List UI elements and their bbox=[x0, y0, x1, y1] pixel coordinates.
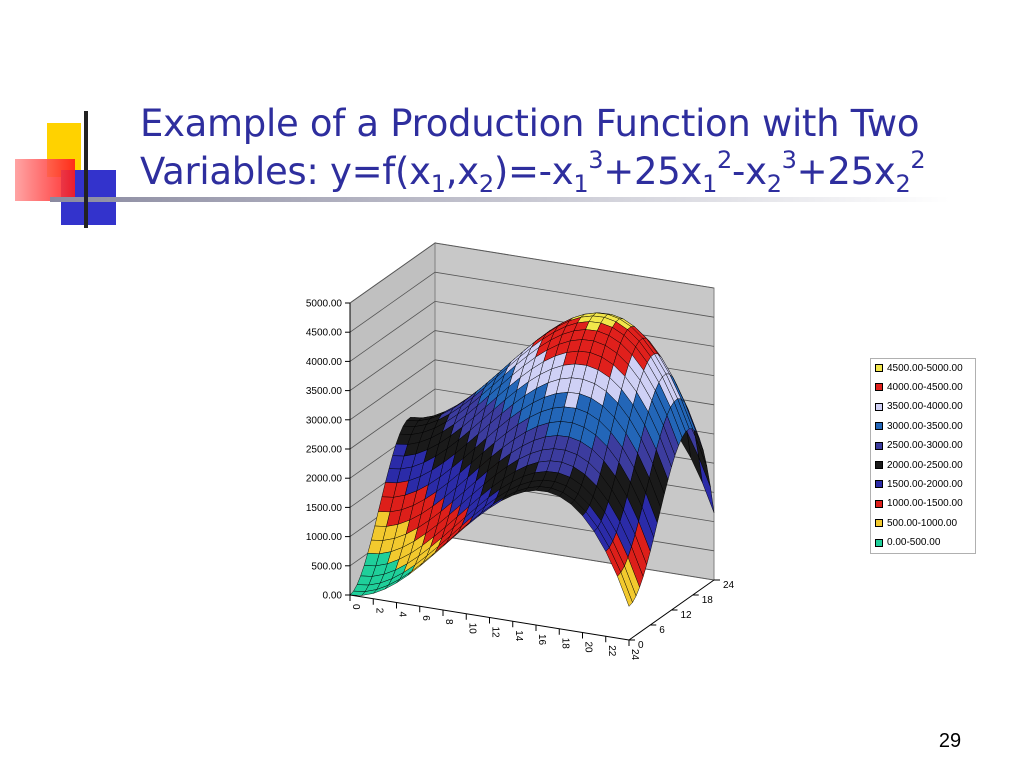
legend-item: 4500.00-5000.00 bbox=[875, 359, 963, 377]
x2-axis: 0 6 12 18 24 bbox=[628, 579, 735, 651]
chart-legend: 4500.00-5000.00 4000.00-4500.00 3500.00-40… bbox=[870, 358, 976, 554]
x2-tick-label: 6 bbox=[659, 625, 665, 636]
legend-swatch bbox=[875, 499, 883, 508]
legend-swatch bbox=[875, 480, 883, 489]
legend-label: 2000.00-2500.00 bbox=[887, 459, 963, 471]
z-tick-label: 2500.00 bbox=[306, 445, 343, 456]
legend-swatch bbox=[875, 538, 883, 547]
x1-tick-label: 8 bbox=[443, 619, 454, 625]
legend-item: 1000.00-1500.00 bbox=[875, 495, 963, 513]
legend-item: 0.00-500.00 bbox=[875, 534, 940, 552]
z-tick-label: 2000.00 bbox=[306, 474, 343, 485]
surface bbox=[349, 312, 715, 607]
x1-tick-label: 12 bbox=[490, 627, 501, 639]
horizontal-rule bbox=[50, 197, 950, 202]
legend-label: 2500.00-3000.00 bbox=[887, 440, 963, 452]
legend-swatch bbox=[875, 402, 883, 411]
x1-tick-label: 20 bbox=[583, 642, 594, 654]
z-tick-label: 5000.00 bbox=[306, 299, 343, 310]
legend-swatch bbox=[875, 383, 883, 392]
x2-tick-label: 24 bbox=[723, 580, 735, 591]
z-tick-label: 3500.00 bbox=[306, 386, 343, 397]
page-number: 29 bbox=[938, 730, 962, 752]
x1-tick-label: 14 bbox=[513, 630, 524, 642]
x1-tick-label: 24 bbox=[629, 649, 640, 661]
legend-item: 2000.00-2500.00 bbox=[875, 456, 963, 474]
x1-tick-label: 22 bbox=[606, 645, 617, 657]
legend-label: 1500.00-2000.00 bbox=[887, 478, 963, 490]
legend-label: 1000.00-1500.00 bbox=[887, 498, 963, 510]
legend-item: 2500.00-3000.00 bbox=[875, 437, 963, 455]
legend-item: 4000.00-4500.00 bbox=[875, 378, 963, 396]
legend-swatch bbox=[875, 364, 883, 372]
legend-item: 3000.00-3500.00 bbox=[875, 417, 963, 435]
x2-tick-label: 12 bbox=[681, 610, 693, 621]
z-tick-label: 1000.00 bbox=[306, 532, 343, 543]
gridline bbox=[349, 242, 715, 304]
legend-label: 3500.00-4000.00 bbox=[887, 401, 963, 413]
z-tick-label: 0.00 bbox=[323, 591, 343, 602]
x1-tick-label: 0 bbox=[350, 604, 361, 610]
x1-tick-label: 2 bbox=[373, 608, 384, 614]
x1-tick-label: 18 bbox=[559, 638, 570, 650]
red-square bbox=[15, 159, 75, 201]
legend-swatch bbox=[875, 422, 883, 431]
legend-label: 4500.00-5000.00 bbox=[887, 362, 963, 374]
slide-title: Example of a Production Function with Tw… bbox=[140, 102, 926, 198]
x1-tick-label: 10 bbox=[466, 623, 477, 635]
legend-label: 0.00-500.00 bbox=[887, 537, 941, 549]
z-tick-label: 4000.00 bbox=[306, 357, 343, 368]
vertical-rule bbox=[84, 111, 88, 228]
legend-swatch bbox=[875, 519, 883, 528]
legend-item: 500.00-1000.00 bbox=[875, 514, 957, 532]
legend-label: 500.00-1000.00 bbox=[887, 517, 958, 529]
z-tick-label: 3000.00 bbox=[306, 415, 343, 426]
legend-swatch bbox=[875, 441, 883, 450]
legend-label: 3000.00-3500.00 bbox=[887, 420, 963, 432]
surface-cell bbox=[617, 571, 633, 607]
x1-tick-label: 6 bbox=[420, 615, 431, 621]
legend-label: 4000.00-4500.00 bbox=[887, 381, 963, 393]
gridline bbox=[349, 271, 715, 333]
x1-tick-label: 4 bbox=[397, 612, 408, 618]
legend-swatch bbox=[875, 461, 883, 469]
legend-item: 3500.00-4000.00 bbox=[875, 398, 963, 416]
z-axis: 0.00 500.00 1000.00 1500.00 2000.00 2500.00 30… bbox=[306, 299, 351, 602]
x2-tick-label: 0 bbox=[638, 640, 644, 651]
z-tick-label: 1500.00 bbox=[306, 503, 343, 514]
x1-tick-label: 16 bbox=[536, 634, 547, 646]
x2-tick-label: 18 bbox=[702, 595, 714, 606]
z-tick-label: 4500.00 bbox=[306, 328, 343, 339]
legend-item: 1500.00-2000.00 bbox=[875, 475, 963, 493]
z-tick-label: 500.00 bbox=[311, 561, 342, 572]
